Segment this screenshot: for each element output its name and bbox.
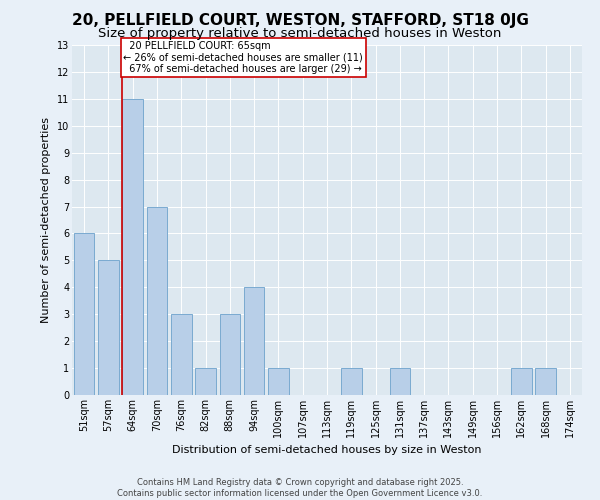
Bar [220, 314, 240, 395]
Bar [535, 368, 556, 395]
Y-axis label: Number of semi-detached properties: Number of semi-detached properties [41, 117, 51, 323]
Text: 20, PELLFIELD COURT, WESTON, STAFFORD, ST18 0JG: 20, PELLFIELD COURT, WESTON, STAFFORD, S… [71, 12, 529, 28]
Bar [268, 368, 289, 395]
Bar [122, 99, 143, 395]
Bar [195, 368, 216, 395]
Text: Size of property relative to semi-detached houses in Weston: Size of property relative to semi-detach… [98, 28, 502, 40]
Bar [511, 368, 532, 395]
Bar [171, 314, 191, 395]
Bar [146, 206, 167, 395]
Text: 20 PELLFIELD COURT: 65sqm
← 26% of semi-detached houses are smaller (11)
  67% o: 20 PELLFIELD COURT: 65sqm ← 26% of semi-… [124, 40, 363, 74]
Bar [244, 288, 265, 395]
Bar [74, 234, 94, 395]
Text: Contains HM Land Registry data © Crown copyright and database right 2025.
Contai: Contains HM Land Registry data © Crown c… [118, 478, 482, 498]
Bar [341, 368, 362, 395]
X-axis label: Distribution of semi-detached houses by size in Weston: Distribution of semi-detached houses by … [172, 446, 482, 456]
Bar [389, 368, 410, 395]
Bar [98, 260, 119, 395]
